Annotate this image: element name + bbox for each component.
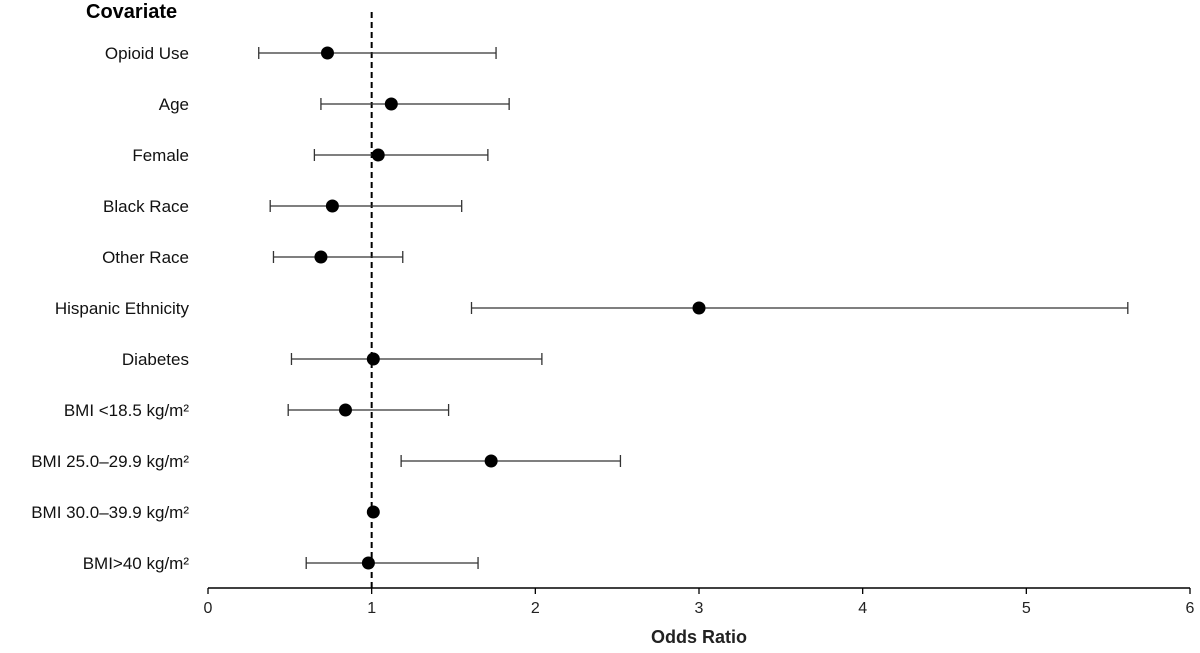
covariate-label: Other Race: [102, 248, 189, 267]
covariate-label: BMI 25.0–29.9 kg/m²: [31, 452, 189, 471]
covariate-label: BMI>40 kg/m²: [83, 554, 190, 573]
odds-ratio-point: [384, 97, 398, 111]
covariate-label: Female: [132, 146, 189, 165]
x-axis: 0 1 2 3 4 5 6: [204, 587, 1195, 617]
covariate-label: Diabetes: [122, 350, 189, 369]
x-tick-label: 4: [858, 600, 867, 617]
odds-ratio-point: [314, 250, 328, 264]
odds-ratio-point: [371, 148, 385, 162]
covariate-label: Age: [159, 95, 189, 114]
covariate-label: Hispanic Ethnicity: [55, 299, 190, 318]
chart-header: Covariate: [86, 1, 177, 23]
odds-ratio-point: [361, 556, 375, 570]
x-tick-label: 1: [367, 600, 376, 617]
x-tick-label: 6: [1186, 600, 1195, 617]
covariate-label: BMI 30.0–39.9 kg/m²: [31, 503, 189, 522]
odds-ratio-point: [338, 403, 352, 417]
odds-ratio-point: [366, 352, 380, 366]
x-tick-label: 0: [204, 600, 213, 617]
odds-ratio-point: [366, 505, 380, 519]
x-axis-title: Odds Ratio: [651, 627, 747, 647]
odds-ratio-point: [484, 454, 498, 468]
rows-group: Opioid Use Age Female Black Race Other Race H…: [31, 12, 1129, 588]
covariate-label: Opioid Use: [105, 44, 189, 63]
odds-ratio-point: [692, 301, 706, 315]
x-tick-label: 5: [1022, 600, 1031, 617]
x-tick-label: 2: [531, 600, 540, 617]
odds-ratio-point: [325, 199, 339, 213]
covariate-label: Black Race: [103, 197, 189, 216]
odds-ratio-point: [320, 46, 334, 60]
covariate-label: BMI <18.5 kg/m²: [64, 401, 190, 420]
x-tick-label: 3: [695, 600, 704, 617]
